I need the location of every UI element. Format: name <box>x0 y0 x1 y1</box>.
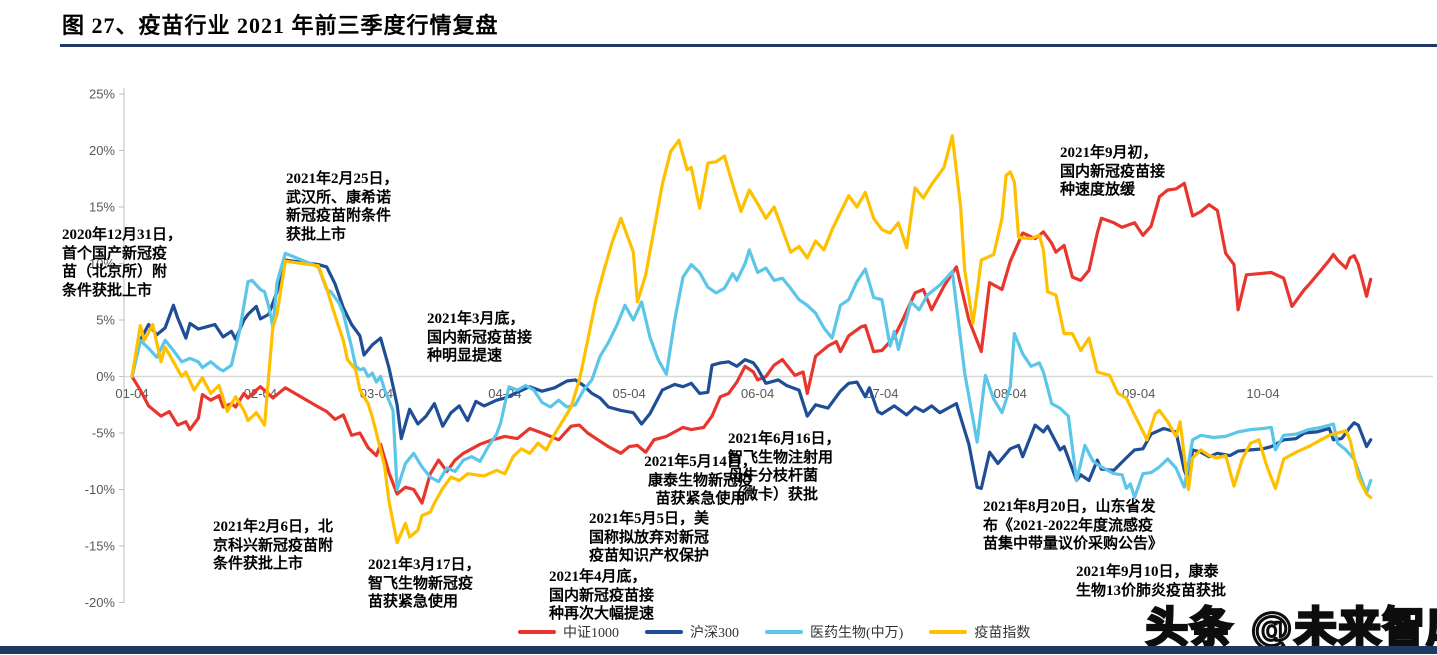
series-line-沪深300 <box>130 258 1373 490</box>
series-line-疫苗指数 <box>130 134 1373 545</box>
footer-bar <box>0 646 1437 654</box>
legend-swatch <box>518 630 556 634</box>
legend-swatch <box>645 630 683 634</box>
legend-item: 疫苗指数 <box>929 622 1030 642</box>
legend-item: 中证1000 <box>518 622 619 642</box>
legend-label: 中证1000 <box>563 626 619 641</box>
figure-title: 图 27、疫苗行业 2021 年前三季度行情复盘 <box>62 13 499 38</box>
x-axis-tick-label: 06-04 <box>741 386 774 401</box>
series-line-医药生物(中万) <box>130 248 1373 499</box>
event-annotation: 2021年2月6日，北 京科兴新冠疫苗附 条件获批上市 <box>213 519 334 572</box>
event-annotation: 2021年6月16日， 智飞生物注射用 母牛分枝杆菌 （微卡）获批 <box>728 431 841 503</box>
y-axis-tick-label: 5% <box>96 313 115 328</box>
event-annotation: 2021年8月20日，山东省发 布《2021-2022年度流感疫 苗集中带量议价… <box>983 499 1164 552</box>
event-annotation: 2020年12月31日， 首个国产新冠疫 苗（北京所）附 条件获批上市 <box>62 227 183 299</box>
watermark: 头条 @未来智库 <box>1145 602 1437 654</box>
y-axis-tick-label: -20% <box>85 595 116 610</box>
legend-swatch <box>929 630 968 634</box>
legend-label: 医药生物(中万) <box>810 626 904 641</box>
legend-item: 沪深300 <box>645 622 739 642</box>
event-annotation: 2021年9月10日，康泰 生物13价肺炎疫苗获批 <box>1076 564 1227 599</box>
x-axis-tick-label: 10-04 <box>1246 386 1279 401</box>
event-annotation: 2021年2月25日， 武汉所、康希诺 新冠疫苗附条件 获批上市 <box>286 171 399 243</box>
y-axis-tick-label: -15% <box>85 539 116 554</box>
event-annotation: 2021年3月17日， 智飞生物新冠疫 苗获紧急使用 <box>368 557 481 610</box>
y-axis-tick-label: 20% <box>89 143 115 158</box>
y-axis-tick-label: 10% <box>89 256 115 271</box>
y-axis-tick-label: -5% <box>92 426 116 441</box>
y-axis-tick-label: 0% <box>96 369 115 384</box>
event-annotation: 2021年4月底， 国内新冠疫苗接 种再次大幅提速 <box>549 569 655 622</box>
y-axis-tick-label: 15% <box>89 200 115 215</box>
x-axis-tick-label: 05-04 <box>613 386 646 401</box>
y-axis-tick-label: -10% <box>85 482 116 497</box>
series-line-中证1000 <box>130 181 1373 505</box>
event-annotation: 2021年3月底， 国内新冠疫苗接 种明显提速 <box>427 311 533 364</box>
chart-legend: 中证1000 沪深300 医药生物(中万) 疫苗指数 <box>518 622 1030 642</box>
legend-label: 沪深300 <box>690 626 739 641</box>
legend-swatch <box>765 630 803 634</box>
event-annotation: 2021年9月初， 国内新冠疫苗接 种速度放缓 <box>1060 145 1166 198</box>
event-annotation: 2021年5月5日，美 国称拟放弃对新冠 疫苗知识产权保护 <box>588 511 709 564</box>
event-annotation: 2021年5月14日， 康泰生物新冠疫 苗获紧急使用 <box>644 454 757 507</box>
legend-item: 医药生物(中万) <box>765 622 903 642</box>
y-axis-tick-label: 25% <box>89 87 115 102</box>
title-underline <box>60 44 1437 47</box>
legend-label: 疫苗指数 <box>974 626 1031 641</box>
x-axis-tick-label: 08-04 <box>994 386 1027 401</box>
x-axis-tick-label: 09-04 <box>1122 386 1155 401</box>
